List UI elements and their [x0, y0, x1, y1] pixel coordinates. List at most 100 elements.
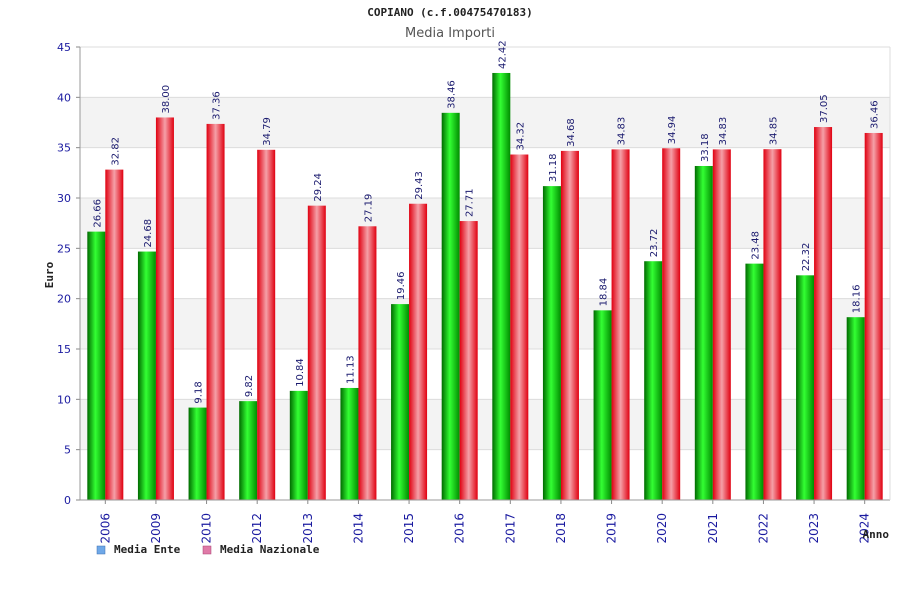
x-tick-label: 2017	[503, 513, 517, 544]
bar-media-nazionale	[206, 123, 225, 500]
y-tick-label: 15	[57, 343, 71, 356]
y-tick-label: 40	[57, 91, 71, 104]
bar-value-label: 34.79	[262, 117, 273, 146]
bar-media-nazionale	[155, 117, 174, 500]
bar-media-ente	[745, 263, 764, 500]
bar-value-label: 23.72	[649, 229, 660, 258]
bar-media-ente	[644, 261, 663, 500]
bar-media-nazionale	[257, 149, 276, 500]
bar-value-label: 24.68	[143, 219, 154, 248]
bar-media-nazionale	[358, 226, 377, 500]
bar-media-nazionale	[611, 149, 630, 501]
y-tick-label: 45	[57, 41, 71, 54]
plot-band	[80, 47, 890, 98]
bar-value-label: 34.32	[515, 122, 526, 151]
bar-media-nazionale	[307, 205, 326, 500]
bar-value-label: 27.71	[465, 188, 476, 217]
bar-media-ente	[391, 304, 410, 500]
bar-value-label: 18.16	[852, 285, 863, 314]
bar-value-label: 38.46	[447, 80, 458, 109]
bar-media-nazionale	[662, 148, 681, 500]
x-tick-label: 2014	[351, 513, 365, 544]
bar-value-label: 34.94	[667, 116, 678, 145]
bar-media-ente	[846, 317, 865, 500]
bar-media-ente	[492, 72, 511, 501]
legend-label-media-ente: Media Ente	[114, 543, 181, 556]
x-tick-label: 2015	[402, 513, 416, 544]
x-tick-label: 2009	[149, 513, 163, 544]
bar-value-label: 29.43	[414, 171, 425, 200]
bar-media-ente	[239, 401, 258, 500]
bar-media-ente	[694, 165, 713, 500]
y-axis-ticks: 0 5 10 15 20 25 30 35 40 45	[57, 41, 80, 507]
bar-value-labels: 26.66 32.82 24.68 38.00 9.18 37.36 9.82 34.79 10…	[92, 40, 880, 403]
bar-media-nazionale	[814, 127, 833, 500]
x-tick-label: 2020	[655, 513, 669, 544]
bar-media-ente	[87, 231, 106, 500]
bar-media-ente	[593, 310, 612, 500]
x-tick-label: 2019	[605, 513, 619, 544]
legend-label-media-nazionale: Media Nazionale	[220, 543, 320, 556]
bar-media-nazionale	[459, 221, 478, 500]
bars	[87, 72, 883, 501]
bar-value-label: 33.18	[700, 133, 711, 162]
bar-value-label: 31.18	[548, 153, 559, 182]
bar-media-nazionale	[105, 169, 124, 500]
bar-value-label: 36.46	[870, 100, 881, 129]
bar-value-label: 22.32	[801, 243, 812, 272]
bar-value-label: 23.48	[750, 231, 761, 260]
legend: Media Ente Media Nazionale	[96, 543, 320, 556]
y-tick-label: 25	[57, 242, 71, 255]
bar-value-label: 34.68	[566, 118, 577, 147]
x-tick-label: 2022	[756, 513, 770, 544]
bar-media-nazionale	[763, 149, 782, 500]
chart-title: COPIANO (c.f.00475470183)	[367, 6, 533, 19]
bar-media-ente	[289, 390, 308, 500]
bar-value-label: 19.46	[396, 271, 407, 300]
bar-media-ente	[542, 186, 561, 500]
x-tick-label: 2021	[706, 513, 720, 544]
x-tick-label: 2012	[250, 513, 264, 544]
bar-value-label: 27.19	[363, 194, 374, 223]
bar-value-label: 26.66	[92, 199, 103, 228]
x-tick-label: 2013	[301, 513, 315, 544]
bar-media-nazionale	[510, 154, 529, 500]
y-tick-label: 0	[64, 494, 71, 507]
bar-value-label: 38.00	[161, 85, 172, 114]
x-tick-label: 2016	[453, 513, 467, 544]
bar-value-label: 10.84	[295, 358, 306, 387]
bar-media-nazionale	[712, 149, 731, 501]
bar-value-label: 37.05	[819, 94, 830, 123]
bar-media-ente	[441, 112, 460, 500]
y-tick-label: 20	[57, 293, 71, 306]
bar-value-label: 9.82	[244, 375, 255, 397]
y-tick-label: 5	[64, 444, 71, 457]
y-tick-label: 10	[57, 393, 71, 406]
bar-value-label: 34.83	[617, 117, 628, 146]
x-tick-label: 2023	[807, 513, 821, 544]
bar-value-label: 42.42	[497, 40, 508, 69]
bar-value-label: 9.18	[194, 381, 205, 403]
x-tick-label: 2010	[200, 513, 214, 544]
y-tick-label: 30	[57, 192, 71, 205]
bar-media-nazionale	[409, 203, 428, 500]
bar-value-label: 34.85	[768, 117, 779, 146]
x-axis-ticks: 2006 2009 2010 2012 2013 2014 2015 2016 2017 2018…	[98, 500, 872, 544]
bar-media-nazionale	[864, 132, 883, 500]
bar-value-label: 29.24	[313, 173, 324, 202]
bar-value-label: 11.13	[345, 355, 356, 384]
chart-subtitle: Media Importi	[405, 26, 495, 41]
bar-value-label: 18.84	[599, 278, 610, 307]
axes	[79, 47, 891, 501]
y-tick-label: 35	[57, 142, 71, 155]
bar-value-label: 37.36	[212, 91, 223, 120]
bar-value-label: 34.83	[718, 117, 729, 146]
y-axis-label: Euro	[43, 261, 56, 288]
x-axis-label: Anno	[863, 528, 890, 541]
x-tick-label: 2006	[98, 513, 112, 544]
bar-media-ente	[188, 407, 207, 500]
bar-value-label: 32.82	[110, 137, 121, 166]
bar-media-ente	[137, 251, 156, 500]
x-tick-label: 2018	[554, 513, 568, 544]
